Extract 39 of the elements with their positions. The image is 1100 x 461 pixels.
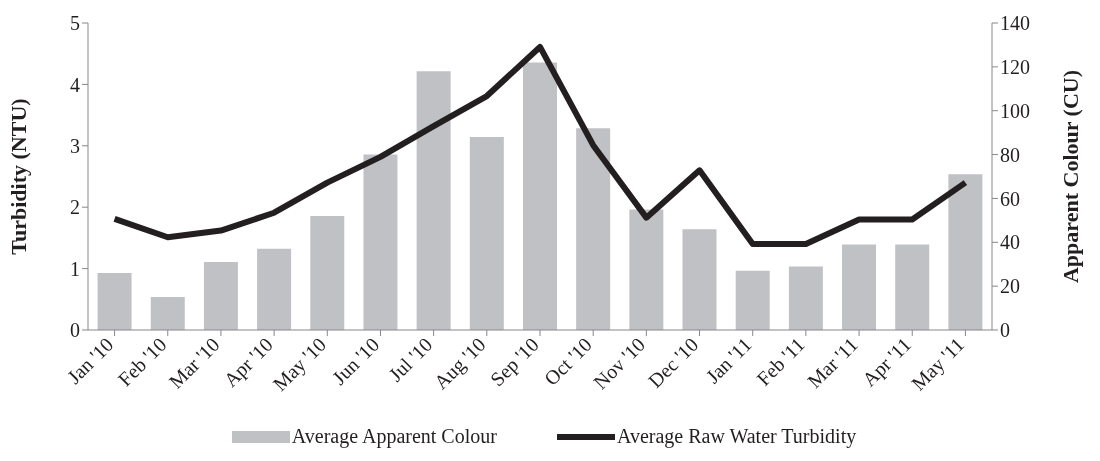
- x-tick-label: Sep '10: [485, 333, 544, 391]
- bar: [576, 128, 611, 330]
- y-tick-label: 4: [70, 73, 80, 96]
- bar: [895, 244, 930, 330]
- y2-tick-label: 120: [1000, 55, 1030, 78]
- bar: [310, 215, 345, 330]
- bar: [522, 62, 557, 330]
- y2-tick-label: 60: [1000, 187, 1020, 210]
- y2-tick-label: 0: [1000, 319, 1010, 342]
- bar: [682, 229, 717, 330]
- bar: [469, 137, 504, 330]
- y-tick-label: 3: [70, 134, 80, 157]
- bar: [735, 270, 770, 330]
- x-tick-label: Jun '10: [327, 333, 384, 389]
- legend-label: Average Apparent Colour: [290, 425, 497, 448]
- y-tick-label: 1: [70, 257, 80, 280]
- bar: [97, 272, 132, 330]
- bar: [788, 266, 823, 330]
- y2-tick-label: 40: [1000, 231, 1020, 254]
- y2-tick-label: 140: [1000, 12, 1030, 35]
- bar: [363, 154, 398, 330]
- y2-tick-label: 80: [1000, 143, 1020, 166]
- x-tick-label: Jul '10: [384, 333, 437, 386]
- bar: [948, 174, 983, 330]
- legend-label: Average Raw Water Turbidity: [615, 425, 857, 448]
- bar: [257, 248, 292, 330]
- y-tick-label: 5: [70, 12, 80, 35]
- bar: [203, 262, 238, 330]
- y2-tick-label: 20: [1000, 275, 1020, 298]
- bar: [416, 71, 451, 330]
- bar: [629, 209, 664, 330]
- bar: [842, 244, 877, 330]
- x-tick-label: Dec '10: [643, 333, 703, 392]
- y-tick-label: 2: [70, 196, 80, 219]
- y-tick-label: 0: [70, 319, 80, 342]
- y2-tick-label: 100: [1000, 99, 1030, 122]
- y-axis-title: Turbidity (NTU): [5, 98, 31, 255]
- bar: [150, 297, 185, 330]
- y2-axis-title: Apparent Colour (CU): [1057, 69, 1083, 284]
